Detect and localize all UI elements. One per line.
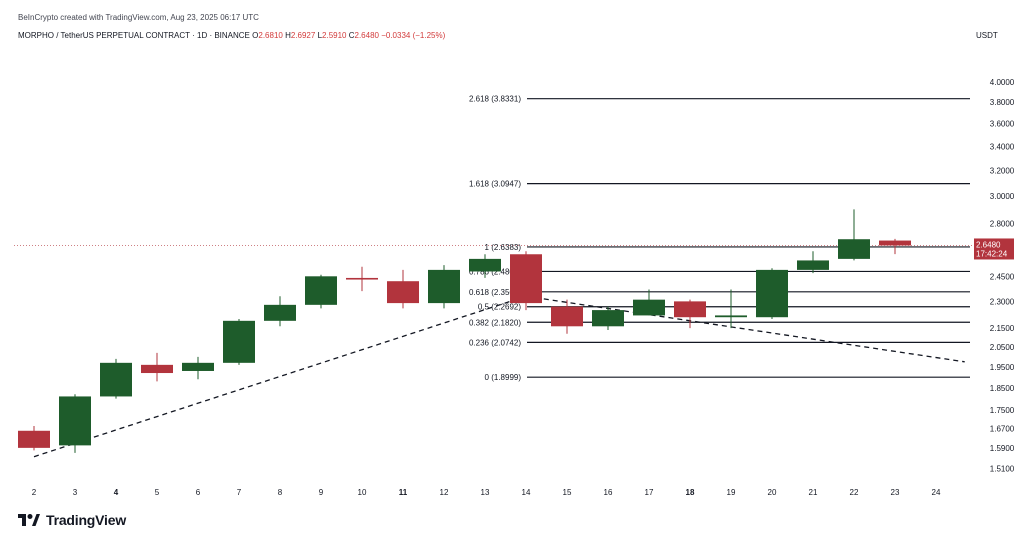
x-tick-label: 13 — [481, 488, 490, 497]
open-label: O — [252, 31, 259, 40]
fib-level-label: 0.236 (2.0742) — [469, 338, 521, 347]
close-label: C — [348, 31, 355, 40]
x-tick-label: 15 — [563, 488, 572, 497]
symbol-title[interactable]: MORPHO / TetherUS PERPETUAL CONTRACT · 1… — [18, 31, 250, 40]
fib-level-label: 0 (1.8999) — [485, 373, 522, 382]
candle-body — [879, 240, 911, 246]
x-tick-label: 24 — [932, 488, 941, 497]
fib-level-label: 0.786 (2.4803) — [469, 267, 521, 276]
fib-level-label: 0.5 (2.2692) — [478, 303, 521, 312]
candle-body — [838, 239, 870, 259]
y-tick-label: 2.4500 — [990, 272, 1015, 281]
fib-level-label: 1 (2.6383) — [485, 243, 522, 252]
candle-body — [182, 362, 214, 371]
y-tick-label: 3.6000 — [990, 120, 1015, 129]
y-tick-label: 1.5900 — [990, 444, 1015, 453]
y-tick-label: 3.2000 — [990, 166, 1015, 175]
trendline — [525, 295, 965, 363]
x-tick-label: 12 — [440, 488, 449, 497]
x-tick-label: 18 — [686, 488, 695, 497]
y-tick-label: 2.8000 — [990, 219, 1015, 228]
y-tick-label: 1.6700 — [990, 424, 1015, 433]
fib-level-label: 1.618 (3.0947) — [469, 180, 521, 189]
x-tick-label: 9 — [319, 488, 324, 497]
fib-level-label: 0.618 (2.3562) — [469, 288, 521, 297]
low-label: L — [317, 31, 323, 40]
candle-body — [18, 430, 50, 448]
countdown-timer: 17:42:24 — [976, 249, 1008, 258]
candle-body — [797, 260, 829, 270]
fib-level-label: 0.382 (2.1820) — [469, 318, 521, 327]
close-value: 2.6480 — [354, 31, 379, 40]
y-tick-label: 1.7500 — [990, 406, 1015, 415]
candle-body — [715, 315, 747, 318]
candle-body — [305, 276, 337, 305]
low-value: 2.5910 — [322, 31, 347, 40]
y-tick-label: 3.0000 — [990, 192, 1015, 201]
candle-body — [264, 304, 296, 321]
y-tick-label: 3.4000 — [990, 142, 1015, 151]
candle-body — [633, 299, 665, 316]
candle-body — [592, 310, 624, 327]
credit-text: BeInCrypto created with TradingView.com,… — [18, 13, 259, 22]
x-tick-label: 8 — [278, 488, 283, 497]
candle-body — [223, 320, 255, 363]
high-label: H — [285, 31, 291, 40]
x-tick-label: 10 — [358, 488, 367, 497]
last-price-value: 2.6480 — [976, 240, 1001, 249]
fib-level-label: 2.618 (3.8331) — [469, 95, 521, 104]
x-tick-label: 5 — [155, 488, 160, 497]
y-tick-label: 1.5100 — [990, 464, 1015, 473]
x-tick-label: 16 — [604, 488, 613, 497]
candle-body — [469, 258, 501, 272]
candle-body — [387, 281, 419, 304]
x-tick-label: 4 — [114, 488, 119, 497]
candle-body — [551, 306, 583, 327]
candle-body — [141, 364, 173, 374]
tradingview-logo-icon — [18, 514, 40, 526]
x-tick-label: 3 — [73, 488, 78, 497]
candle-body — [428, 269, 460, 304]
brand-logo: TradingView — [18, 512, 126, 528]
x-tick-label: 2 — [32, 488, 37, 497]
y-tick-label: 4.0000 — [990, 78, 1015, 87]
x-tick-label: 20 — [768, 488, 777, 497]
y-tick-label: 1.9500 — [990, 363, 1015, 372]
y-tick-label: 1.8500 — [990, 384, 1015, 393]
open-value: 2.6810 — [258, 31, 283, 40]
candle-body — [346, 277, 378, 280]
x-tick-label: 22 — [850, 488, 859, 497]
y-tick-label: 3.8000 — [990, 98, 1015, 107]
last-price-tag — [974, 238, 1014, 260]
change-value: −0.0334 (−1.25%) — [381, 31, 446, 40]
high-value: 2.6927 — [290, 31, 316, 40]
y-tick-label: 2.3000 — [990, 297, 1015, 306]
candle-body — [100, 362, 132, 397]
candle-body — [59, 396, 91, 446]
y-tick-label: 2.1500 — [990, 324, 1015, 333]
x-tick-label: 14 — [522, 488, 531, 497]
candle-body — [756, 269, 788, 318]
x-tick-label: 11 — [399, 488, 408, 497]
x-tick-label: 23 — [891, 488, 900, 497]
x-tick-label: 7 — [237, 488, 242, 497]
symbol-quote-line: MORPHO / TetherUS PERPETUAL CONTRACT · 1… — [18, 31, 445, 40]
x-tick-label: 17 — [645, 488, 654, 497]
y-tick-label: 2.0500 — [990, 343, 1015, 352]
candle-body — [510, 254, 542, 304]
x-tick-label: 19 — [727, 488, 736, 497]
currency-label[interactable]: USDT — [976, 31, 998, 40]
brand-name: TradingView — [46, 512, 127, 528]
x-tick-label: 21 — [809, 488, 818, 497]
candle-body — [674, 301, 706, 318]
x-tick-label: 6 — [196, 488, 201, 497]
